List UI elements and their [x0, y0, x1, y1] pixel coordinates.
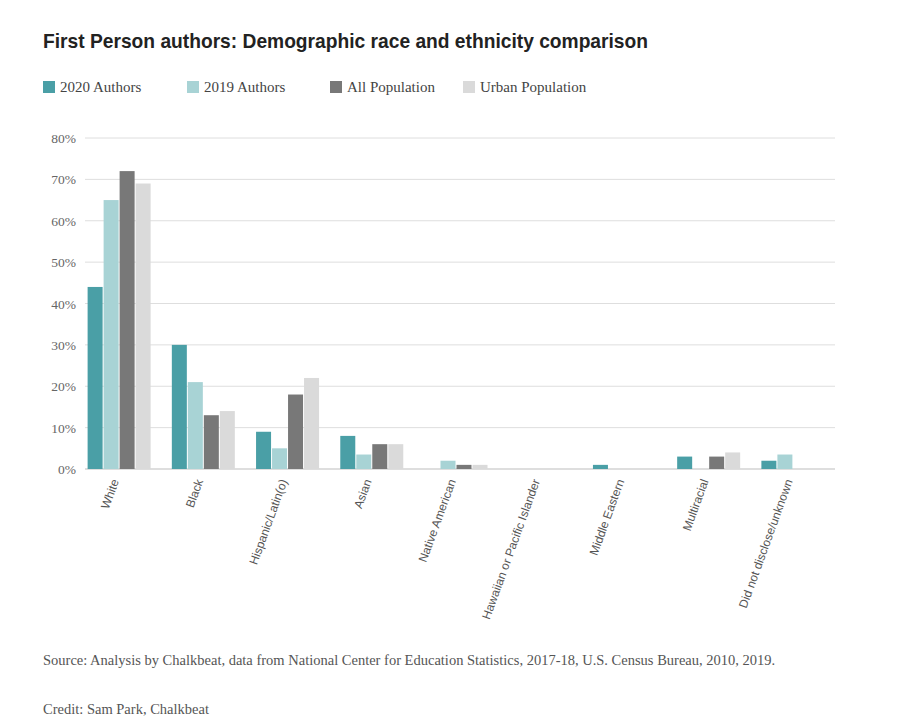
legend-label: All Population: [347, 79, 435, 95]
bar: [120, 171, 135, 469]
bar: [609, 469, 624, 470]
legend-label: 2020 Authors: [60, 79, 141, 95]
x-tick-label: Did not disclose/unknown: [736, 477, 796, 610]
bar: [272, 448, 287, 469]
y-tick-label: 40%: [51, 297, 76, 312]
y-tick-label: 30%: [51, 338, 76, 353]
x-tick-label: Middle Eastern: [587, 477, 628, 557]
bar: [777, 455, 792, 469]
grid-line: [85, 262, 835, 263]
bar: [473, 465, 488, 469]
x-tick-label: Black: [183, 476, 207, 509]
grid-line: [85, 179, 835, 180]
bar: [256, 432, 271, 469]
bar: [677, 457, 692, 469]
bar: [188, 382, 203, 469]
bar: [172, 345, 187, 469]
bar: [204, 415, 219, 469]
bar: [340, 436, 355, 469]
x-tick-label: Hawaiian or Pacific Islander: [479, 477, 543, 621]
bar: [793, 469, 808, 470]
bar: [425, 469, 440, 470]
bar: [709, 457, 724, 469]
bar: [761, 461, 776, 469]
bar: [372, 444, 387, 469]
legend-swatch: [187, 81, 199, 93]
legend-label: Urban Population: [480, 79, 587, 95]
bar: [525, 469, 540, 470]
legend-swatch: [43, 81, 55, 93]
bar: [593, 465, 608, 469]
x-tick-label: Asian: [351, 477, 374, 510]
y-tick-label: 0%: [58, 462, 76, 477]
bars: [88, 171, 793, 469]
bar: [625, 469, 640, 470]
bar: [809, 469, 824, 470]
bar: [88, 287, 103, 469]
y-tick-label: 80%: [51, 131, 76, 146]
bar: [388, 444, 403, 469]
grid-line: [85, 303, 835, 304]
grid-line: [85, 220, 835, 221]
bar: [641, 469, 656, 470]
bar: [557, 469, 572, 470]
source-note: Source: Analysis by Chalkbeat, data from…: [43, 648, 873, 672]
x-tick-label: Multiracial: [680, 477, 712, 533]
x-tick-label: White: [98, 477, 122, 511]
y-tick-label: 60%: [51, 214, 76, 229]
x-tick-label: Hispanic/Latin(o): [246, 477, 290, 566]
grid-line: [85, 344, 835, 345]
bar: [136, 184, 151, 469]
chart-svg: First Person authors: Demographic race a…: [0, 0, 912, 727]
bar: [725, 452, 740, 469]
bar: [220, 411, 235, 469]
bar: [356, 455, 371, 469]
x-tick-label: Native American: [416, 477, 459, 564]
legend-swatch: [463, 81, 475, 93]
legend-label: 2019 Authors: [204, 79, 285, 95]
bar: [104, 200, 119, 469]
title: First Person authors: Demographic race a…: [43, 29, 648, 52]
bar: [541, 469, 556, 470]
bar: [441, 461, 456, 469]
bar: [304, 378, 319, 469]
bar: [509, 469, 524, 470]
legend-swatch: [330, 81, 342, 93]
bar: [457, 465, 472, 469]
credit-note: Credit: Sam Park, Chalkbeat: [43, 697, 873, 721]
y-axis: [85, 138, 86, 469]
grid-line: [85, 138, 835, 139]
bar: [693, 469, 708, 470]
y-tick-label: 20%: [51, 379, 76, 394]
y-tick-label: 50%: [51, 255, 76, 270]
y-tick-label: 70%: [51, 172, 76, 187]
bar: [288, 395, 303, 469]
y-tick-label: 10%: [51, 421, 76, 436]
chart-root: First Person authors: Demographic race a…: [0, 0, 912, 727]
